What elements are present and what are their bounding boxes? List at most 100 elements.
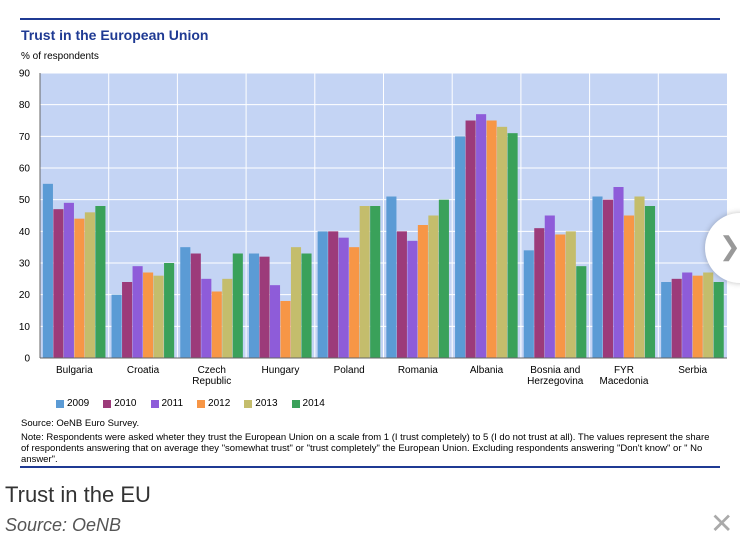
bar xyxy=(602,199,614,358)
bar xyxy=(301,253,312,358)
bar xyxy=(644,206,656,358)
close-button[interactable]: ✕ xyxy=(710,510,733,538)
top-rule xyxy=(20,18,720,20)
bar xyxy=(661,282,672,358)
bar xyxy=(671,278,682,358)
x-tick-label: Romania xyxy=(398,365,438,376)
legend-swatch xyxy=(197,399,206,408)
bar xyxy=(328,231,339,358)
chart-legend: 2009 2010 2011 2012 2013 2014 xyxy=(56,398,339,409)
x-tick-label: Albania xyxy=(470,365,504,376)
bar xyxy=(455,136,466,358)
bar xyxy=(428,215,439,358)
y-tick-label: 40 xyxy=(19,227,31,238)
bar xyxy=(682,272,693,358)
x-tick-label: Bulgaria xyxy=(56,365,93,376)
bar xyxy=(153,275,164,358)
bar xyxy=(465,120,476,358)
legend-label: 2014 xyxy=(302,398,325,409)
caption-source: Source: OeNB xyxy=(5,515,122,535)
legend-label: 2012 xyxy=(208,398,231,409)
x-tick-label: Croatia xyxy=(127,365,160,376)
bar xyxy=(74,218,85,358)
bar xyxy=(53,209,64,358)
bar xyxy=(476,114,487,359)
y-tick-label: 30 xyxy=(19,259,31,270)
bar xyxy=(317,231,328,358)
bar xyxy=(396,231,407,358)
bar xyxy=(63,202,74,358)
x-tick-label: Poland xyxy=(334,365,365,376)
x-tick-label: Republic xyxy=(192,376,231,387)
legend-item: 2009 xyxy=(56,398,89,409)
y-axis-unit-label: % of respondents xyxy=(21,51,99,62)
bar xyxy=(269,285,281,358)
bar xyxy=(534,228,545,358)
bar xyxy=(349,247,360,358)
x-tick-label: Hungary xyxy=(262,365,300,376)
legend-label: 2013 xyxy=(255,398,278,409)
bar xyxy=(523,250,534,358)
bar xyxy=(417,225,428,358)
legend-swatch xyxy=(291,399,300,408)
bar xyxy=(338,237,349,358)
legend-swatch xyxy=(244,399,253,408)
legend-item: 2012 xyxy=(197,398,230,409)
legend-label: 2010 xyxy=(114,398,137,409)
bar xyxy=(592,196,603,358)
close-icon: ✕ xyxy=(710,508,734,539)
bar xyxy=(290,247,302,358)
x-tick-label: Bosnia and xyxy=(530,365,580,376)
bar xyxy=(486,120,497,358)
legend-item: 2011 xyxy=(150,398,184,409)
bar xyxy=(164,263,175,358)
bar xyxy=(359,206,370,358)
bar xyxy=(623,215,635,358)
bar xyxy=(386,196,397,358)
bar xyxy=(248,253,260,358)
y-tick-label: 50 xyxy=(19,195,31,206)
bar xyxy=(497,126,508,358)
bar xyxy=(544,215,555,358)
chart-source: Source: OeNB Euro Survey. xyxy=(21,418,140,429)
bar xyxy=(180,247,191,358)
chart-title: Trust in the European Union xyxy=(21,27,209,43)
bar xyxy=(95,206,106,358)
bar xyxy=(692,275,703,358)
bar xyxy=(634,196,645,358)
chart-note: Note: Respondents were asked wheter they… xyxy=(21,432,710,465)
legend-item: 2013 xyxy=(244,398,278,409)
bar xyxy=(280,301,291,358)
bar xyxy=(111,294,122,358)
bar xyxy=(370,206,381,358)
y-tick-label: 20 xyxy=(19,290,31,301)
bar xyxy=(190,253,201,358)
bar xyxy=(222,278,233,358)
y-tick-label: 80 xyxy=(19,100,31,111)
caption-title: Trust in the EU xyxy=(5,482,151,507)
bar xyxy=(232,253,243,358)
y-tick-label: 10 xyxy=(19,322,31,333)
bar xyxy=(407,240,418,358)
x-tick-label: Serbia xyxy=(678,365,707,376)
legend-label: 2011 xyxy=(161,398,184,409)
y-tick-label: 0 xyxy=(24,354,30,365)
x-tick-label: Macedonia xyxy=(599,376,648,387)
bar xyxy=(201,278,212,358)
bar xyxy=(42,183,53,358)
legend-swatch xyxy=(150,399,159,408)
y-tick-label: 90 xyxy=(19,69,31,80)
legend-item: 2014 xyxy=(291,398,325,409)
bar xyxy=(703,272,714,358)
bar xyxy=(84,212,95,358)
bottom-rule xyxy=(20,466,720,468)
legend-label: 2009 xyxy=(67,398,90,409)
x-tick-label: FYR xyxy=(614,365,634,376)
bar xyxy=(507,133,518,358)
bar xyxy=(555,234,566,358)
x-tick-label: Herzegovina xyxy=(527,376,584,387)
legend-swatch xyxy=(56,399,64,408)
bar xyxy=(122,282,133,358)
chevron-right-icon: ❯ xyxy=(719,231,740,261)
